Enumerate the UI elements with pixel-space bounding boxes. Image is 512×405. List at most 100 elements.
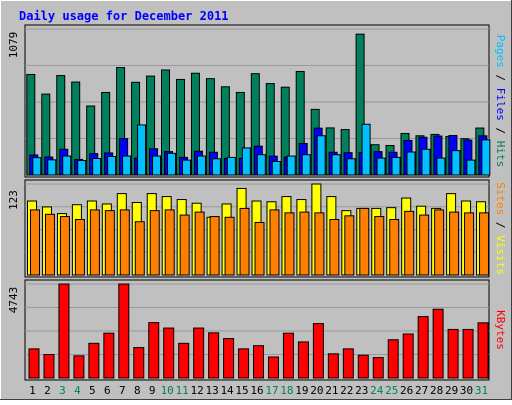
bar-pages-16: [256, 154, 266, 176]
bar-kbytes-16: [253, 345, 265, 379]
x-tick-label-10: 10: [161, 384, 174, 397]
legend: KBytes: [494, 310, 507, 350]
bar-sites-17: [269, 209, 280, 276]
bar-kbytes-20: [312, 323, 324, 379]
bar-pages-24: [376, 157, 386, 176]
bar-kbytes-28: [432, 308, 444, 379]
bar-pages-12: [196, 155, 206, 176]
x-tick-label-24: 24: [370, 384, 384, 397]
x-tick-label-6: 6: [104, 384, 111, 397]
x-tick-label-31: 31: [475, 384, 488, 397]
bar-sites-12: [194, 211, 205, 276]
bar-pages-26: [406, 151, 416, 176]
legend-entry: Files: [494, 88, 507, 121]
x-tick-label-1: 1: [29, 384, 36, 397]
bar-sites-15: [239, 207, 250, 276]
bar-kbytes-9: [148, 322, 160, 379]
bar-sites-16: [254, 221, 265, 276]
bar-pages-31: [481, 139, 491, 176]
bar-kbytes-11: [178, 342, 190, 379]
bar-sites-3: [59, 216, 70, 276]
bar-kbytes-17: [267, 356, 279, 379]
bar-pages-4: [77, 160, 87, 176]
bar-pages-10: [167, 152, 177, 176]
bar-pages-11: [181, 159, 191, 176]
x-tick-label-3: 3: [59, 384, 66, 397]
legend-entry: KBytes: [494, 310, 507, 350]
x-tick-label-4: 4: [74, 384, 81, 397]
bar-sites-1: [30, 209, 40, 276]
bar-sites-28: [434, 209, 445, 276]
bar-kbytes-4: [73, 355, 85, 379]
bar-kbytes-3: [58, 283, 70, 379]
x-tick-label-9: 9: [149, 384, 156, 397]
x-tick-label-23: 23: [355, 384, 368, 397]
legend-entry: /: [494, 121, 507, 141]
x-tick-label-29: 29: [445, 384, 458, 397]
bar-sites-30: [464, 212, 475, 276]
bar-pages-19: [301, 154, 311, 176]
bar-pages-30: [466, 159, 476, 176]
x-tick-label-17: 17: [265, 384, 278, 397]
bar-kbytes-21: [327, 353, 339, 379]
bar-pages-9: [152, 155, 162, 176]
bar-pages-7: [122, 155, 132, 176]
bar-kbytes-19: [297, 341, 309, 379]
legend-entry: Hits: [494, 141, 507, 168]
bar-kbytes-12: [193, 327, 205, 379]
x-tick-label-8: 8: [134, 384, 141, 397]
x-tick-label-5: 5: [89, 384, 96, 397]
panel-kbytes: 4743 KBytes: [7, 279, 507, 381]
bar-kbytes-24: [372, 357, 384, 379]
x-tick-label-12: 12: [191, 384, 204, 397]
bar-sites-11: [179, 214, 190, 276]
x-tick-label-13: 13: [205, 384, 218, 397]
bar-sites-26: [404, 210, 415, 276]
bar-sites-24: [374, 216, 385, 276]
bar-sites-31: [479, 212, 490, 276]
bar-sites-8: [134, 221, 145, 276]
bar-kbytes-22: [342, 348, 354, 379]
bar-pages-21: [331, 154, 341, 176]
bar-sites-29: [449, 211, 460, 276]
legend-entry: Visits: [494, 235, 507, 275]
bar-pages-17: [271, 160, 281, 176]
x-tick-label-18: 18: [280, 384, 293, 397]
bar-kbytes-15: [238, 348, 250, 379]
legend-entry: /: [494, 68, 507, 88]
y-max-label: 4743: [7, 287, 20, 314]
bar-kbytes-23: [357, 354, 369, 379]
legend: Sites / Visits: [494, 182, 507, 275]
bar-kbytes-13: [208, 332, 220, 379]
bar-kbytes-14: [223, 338, 235, 379]
x-tick-label-11: 11: [176, 384, 189, 397]
x-tick-label-7: 7: [119, 384, 126, 397]
x-tick-label-26: 26: [400, 384, 413, 397]
bar-pages-20: [316, 135, 326, 176]
x-axis-labels: 1 2 3 4 5 6 7 8 9 10 11 12 13 14 15 16 17 18 19 20 21 22 23 24 2…: [29, 384, 488, 397]
bar-sites-4: [74, 219, 85, 276]
bar-sites-7: [119, 209, 130, 276]
bar-kbytes-2: [43, 353, 55, 379]
x-tick-label-30: 30: [460, 384, 473, 397]
x-tick-label-27: 27: [415, 384, 428, 397]
bar-pages-18: [286, 155, 296, 176]
bar-pages-25: [391, 156, 401, 176]
chart-title: Daily usage for December 2011: [19, 9, 229, 23]
x-tick-label-14: 14: [220, 384, 234, 397]
bar-kbytes-25: [387, 339, 399, 379]
x-tick-label-22: 22: [340, 384, 353, 397]
bar-pages-13: [211, 158, 221, 176]
bar-pages-6: [107, 155, 117, 176]
x-tick-label-15: 15: [235, 384, 248, 397]
x-tick-label-2: 2: [44, 384, 51, 397]
bar-pages-23: [361, 123, 371, 176]
y-max-label: 123: [7, 190, 20, 210]
bar-sites-25: [389, 219, 400, 276]
bar-pages-22: [346, 158, 356, 176]
x-tick-label-28: 28: [430, 384, 443, 397]
bar-kbytes-6: [103, 332, 115, 379]
bar-kbytes-27: [417, 316, 429, 379]
bar-pages-3: [62, 155, 72, 176]
x-tick-label-21: 21: [325, 384, 338, 397]
